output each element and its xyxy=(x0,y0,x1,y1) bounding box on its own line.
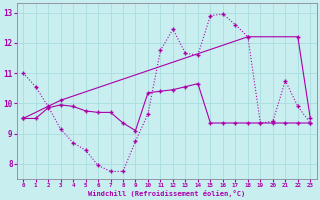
X-axis label: Windchill (Refroidissement éolien,°C): Windchill (Refroidissement éolien,°C) xyxy=(88,190,245,197)
